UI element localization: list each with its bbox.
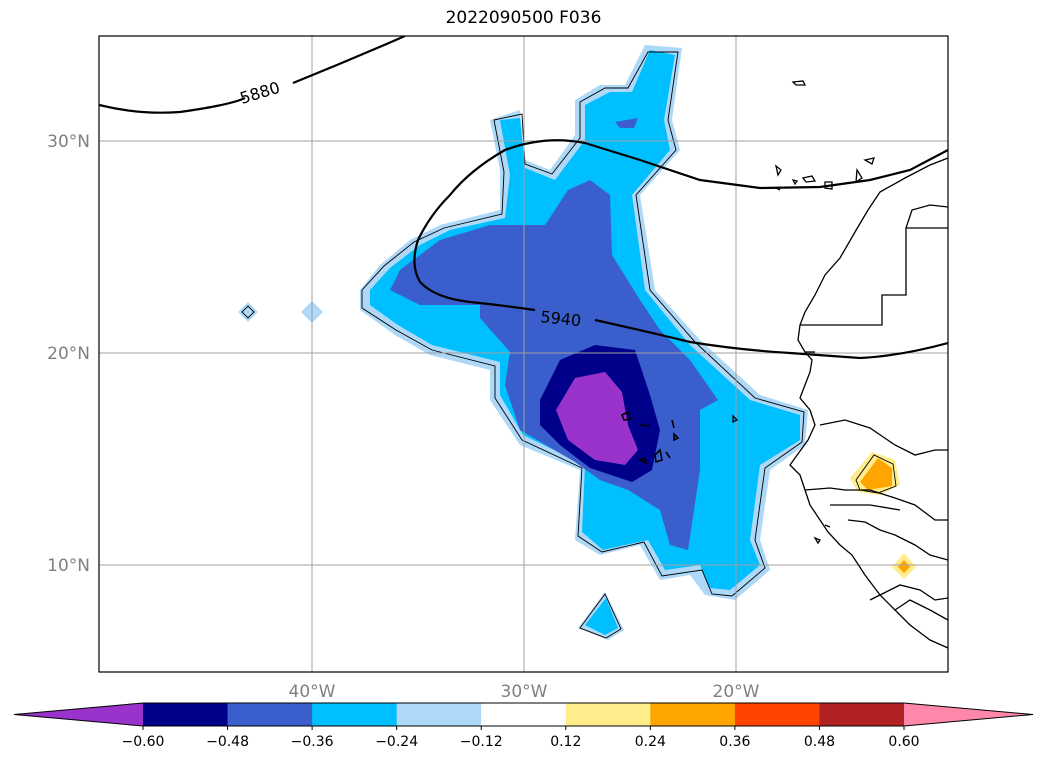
map-content (99, 36, 948, 672)
colorbar-tick-label: 0.36 (719, 734, 750, 750)
colorbar-tick-label: −0.48 (206, 734, 249, 750)
colorbar-tick-label: −0.12 (460, 734, 503, 750)
colorbar-tick-label: −0.60 (122, 734, 165, 750)
colorbar-tick-label: 0.60 (888, 734, 919, 750)
colorbar-segment (227, 703, 313, 726)
colorbar-tick-label: −0.24 (375, 734, 418, 750)
core-contours (620, 410, 680, 465)
colorbar-segment (565, 703, 651, 726)
lon-label-40w: 40°W (289, 682, 336, 702)
colorbar: −0.60 −0.48 −0.36 −0.24 −0.12 0.12 0.24 0.36 0.4… (13, 702, 1034, 750)
colorbar-tick-label: 0.48 (804, 734, 835, 750)
lon-label-30w: 30°W (501, 682, 548, 702)
height-contours (99, 36, 948, 360)
colorbar-segment (481, 703, 567, 726)
gridlines (99, 36, 948, 672)
fill-purple (556, 372, 638, 465)
lat-label-20n: 20°N (47, 344, 90, 364)
colorbar-segment (734, 703, 820, 726)
lat-label-30n: 30°N (47, 132, 90, 152)
colorbar-extend-min (14, 703, 143, 726)
colorbar-segment (312, 703, 398, 726)
colorbar-segment (819, 703, 905, 726)
anomaly-outline (241, 51, 897, 639)
colorbar-segment (396, 703, 482, 726)
colorbar-segment (650, 703, 736, 726)
colorbar-segment (143, 703, 229, 726)
lat-label-10n: 10°N (47, 556, 90, 576)
colorbar-tick-label: −0.36 (291, 734, 334, 750)
colorbar-extend-max (904, 703, 1033, 726)
map-title: 2022090500 F036 (445, 8, 602, 28)
map-frame (98, 35, 949, 673)
lon-label-20w: 20°W (713, 682, 760, 702)
coastlines (732, 80, 948, 649)
colorbar-tick-label: 0.12 (550, 734, 581, 750)
colorbar-tick-label: 0.24 (635, 734, 666, 750)
contour-label-5940: 5940 (540, 307, 582, 330)
fill-positive (850, 452, 916, 579)
